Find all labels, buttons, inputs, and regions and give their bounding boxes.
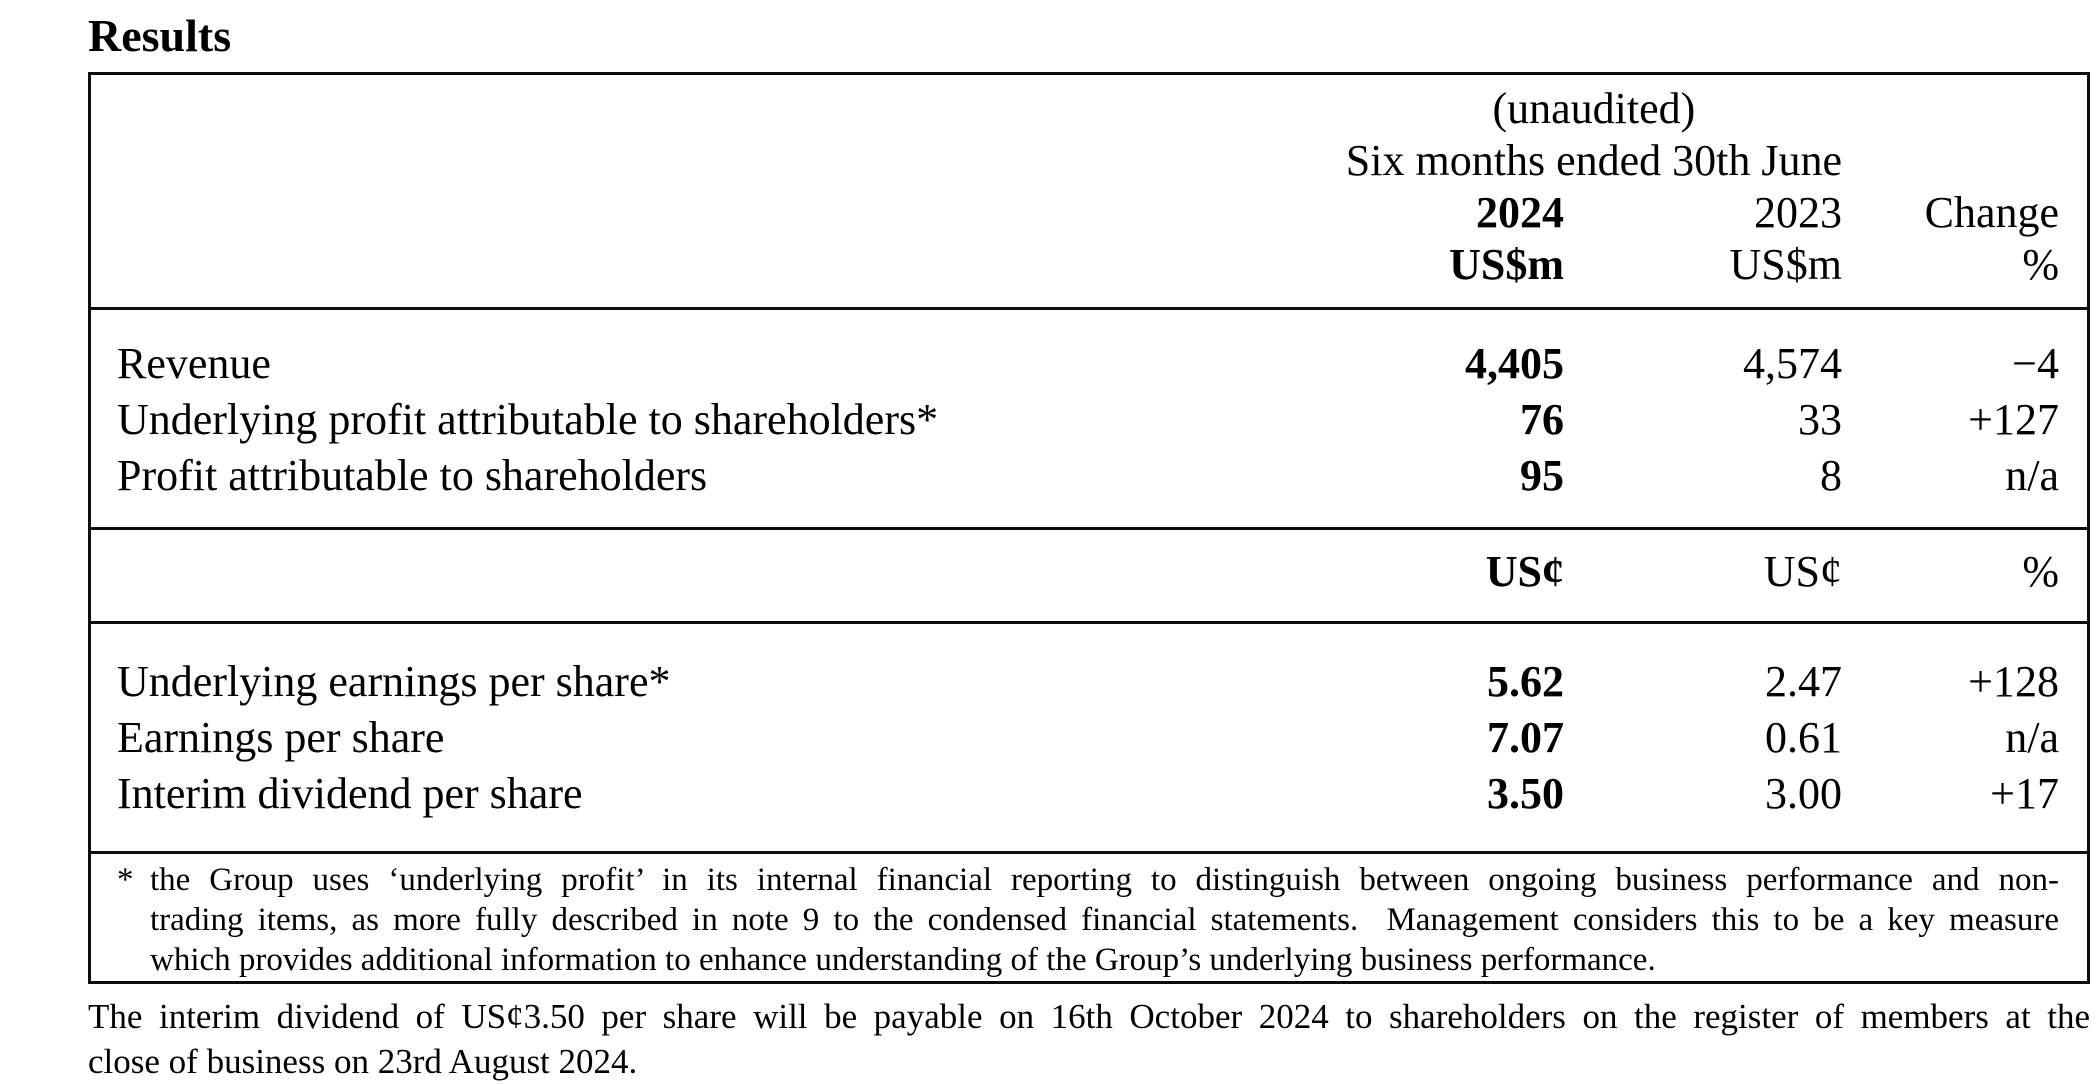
- table-row-eps: Earnings per share 7.07 0.61 n/a: [91, 710, 2087, 766]
- results-table: (unaudited) Six months ended 30th June 2…: [88, 72, 2090, 984]
- header-units-row: US$m US$m %: [91, 239, 2087, 291]
- value-2024: 7.07: [1487, 713, 1564, 762]
- row-label: Underlying profit attributable to shareh…: [117, 395, 939, 444]
- value-2023: 33: [1798, 395, 1842, 444]
- row-label: Underlying earnings per share*: [117, 657, 671, 706]
- value-2024: 4,405: [1465, 339, 1564, 388]
- row-label: Interim dividend per share: [117, 769, 583, 818]
- value-2023: 3.00: [1765, 769, 1842, 818]
- dividend-paragraph-line-1: The interim dividend of US¢3.50 per shar…: [88, 997, 2090, 1036]
- footnote-line-3: which provides additional information to…: [150, 942, 1656, 978]
- footnote-line-2: trading items, as more fully described i…: [150, 902, 2059, 938]
- header-period-block: (unaudited) Six months ended 30th June: [91, 83, 2087, 187]
- header-year-2024: 2024: [1476, 188, 1564, 237]
- value-2024: 5.62: [1487, 657, 1564, 706]
- header-unit-2024: US$m: [1449, 240, 1564, 289]
- unit-change-percent: %: [2022, 547, 2059, 596]
- header-empty-cell: [117, 187, 1164, 239]
- header-empty-cell: [117, 239, 1164, 291]
- value-2024: 3.50: [1487, 769, 1564, 818]
- value-change: n/a: [2005, 451, 2059, 500]
- footnote: * the Group uses ‘underlying profit’ in …: [91, 851, 2087, 981]
- per-share-section: Underlying earnings per share* 5.62 2.47…: [91, 621, 2087, 851]
- value-change: +127: [1968, 395, 2059, 444]
- header-unaudited-label: (unaudited): [1492, 84, 1696, 133]
- row-label: Profit attributable to shareholders: [117, 451, 708, 500]
- money-section: Revenue 4,405 4,574 −4 Underlying profit…: [91, 307, 2087, 527]
- header-unit-change: %: [2022, 240, 2059, 289]
- table-row-revenue: Revenue 4,405 4,574 −4: [91, 336, 2087, 392]
- cents-unit-section: US¢ US¢ %: [91, 527, 2087, 621]
- value-change: n/a: [2005, 713, 2059, 762]
- footnote-text: the Group uses ‘underlying profit’ in it…: [150, 860, 2059, 981]
- value-2023: 8: [1820, 451, 1842, 500]
- header-unit-2023: US$m: [1729, 240, 1842, 289]
- value-2023: 4,574: [1743, 339, 1842, 388]
- dividend-paragraph-line-2: close of business on 23rd August 2024.: [88, 1042, 638, 1081]
- table-row-underlying-profit: Underlying profit attributable to shareh…: [91, 392, 2087, 448]
- header-period-label: Six months ended 30th June: [1345, 136, 1842, 185]
- value-2023: 2.47: [1765, 657, 1842, 706]
- value-2024: 76: [1520, 395, 1564, 444]
- page-title: Results: [88, 10, 232, 61]
- dividend-paragraph: The interim dividend of US¢3.50 per shar…: [88, 994, 2090, 1084]
- value-2023: 0.61: [1765, 713, 1842, 762]
- table-row-interim-dividend: Interim dividend per share 3.50 3.00 +17: [91, 766, 2087, 822]
- value-change: +128: [1968, 657, 2059, 706]
- row-label: Revenue: [117, 339, 271, 388]
- unit-empty-cell: [117, 544, 1164, 600]
- row-label: Earnings per share: [117, 713, 445, 762]
- value-change: −4: [2012, 339, 2059, 388]
- footnote-marker: *: [117, 862, 134, 898]
- footnote-line-1: the Group uses ‘underlying profit’ in it…: [150, 862, 2059, 898]
- table-header: (unaudited) Six months ended 30th June 2…: [91, 75, 2087, 307]
- value-2024: 95: [1520, 451, 1564, 500]
- unit-2024-cents: US¢: [1485, 547, 1564, 596]
- header-year-2023: 2023: [1754, 188, 1842, 237]
- cents-unit-row: US¢ US¢ %: [91, 544, 2087, 600]
- table-row-underlying-eps: Underlying earnings per share* 5.62 2.47…: [91, 654, 2087, 710]
- unit-2023-cents: US¢: [1763, 547, 1842, 596]
- table-row-profit-attributable: Profit attributable to shareholders 95 8…: [91, 448, 2087, 504]
- header-change-label: Change: [1924, 188, 2059, 237]
- header-years-row: 2024 2023 Change: [91, 187, 2087, 239]
- header-period-center: (unaudited) Six months ended 30th June: [1346, 83, 1842, 187]
- value-change: +17: [1990, 769, 2059, 818]
